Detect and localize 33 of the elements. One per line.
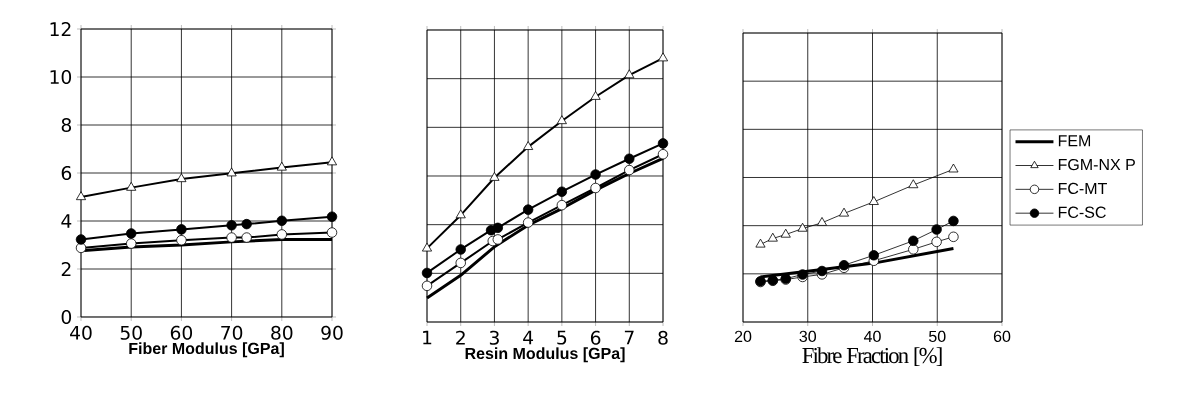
y-tick-label: 10 xyxy=(50,69,72,85)
legend-label: FGM-NX P xyxy=(1058,158,1135,171)
x-tick-label: 50 xyxy=(120,325,142,340)
y-tick-label: 2 xyxy=(61,262,71,276)
x-tick-label: 6 xyxy=(590,330,601,345)
legend-label: FC-MT xyxy=(1058,182,1107,195)
x-tick-label: 40 xyxy=(863,330,881,343)
x-tick-label: 70 xyxy=(221,325,243,340)
y-tick-label: 4 xyxy=(61,214,72,228)
x-tick-label: 40 xyxy=(70,325,92,340)
y-tick-label: 6 xyxy=(61,165,72,181)
y-tick-label: 12 xyxy=(50,22,71,36)
x-tick-label: 60 xyxy=(170,325,193,340)
x-axis-title: Fibre Fraction [%] xyxy=(802,347,942,366)
x-tick-label: 30 xyxy=(799,330,817,343)
x-tick-label: 2 xyxy=(456,330,465,345)
y-tick-label: 8 xyxy=(61,117,72,133)
legend-label: FC-SC xyxy=(1058,206,1106,218)
legend-label: FEM xyxy=(1058,135,1091,147)
y-tick-label: 0 xyxy=(61,309,72,325)
x-tick-label: 20 xyxy=(734,330,752,343)
x-tick-label: 3 xyxy=(489,330,499,345)
x-tick-label: 50 xyxy=(929,330,946,343)
x-axis-title: Fiber Modulus [GPa] xyxy=(129,342,284,358)
x-tick-label: 8 xyxy=(658,330,668,345)
x-tick-label: 5 xyxy=(557,330,567,345)
x-tick-label: 60 xyxy=(993,330,1011,343)
x-tick-label: 90 xyxy=(321,325,343,340)
x-tick-label: 4 xyxy=(523,330,534,345)
x-tick-label: 7 xyxy=(624,330,634,345)
x-axis-title: Resin Modulus [GPa] xyxy=(465,347,625,363)
x-tick-label: 80 xyxy=(271,325,293,340)
x-tick-label: 1 xyxy=(423,330,432,345)
